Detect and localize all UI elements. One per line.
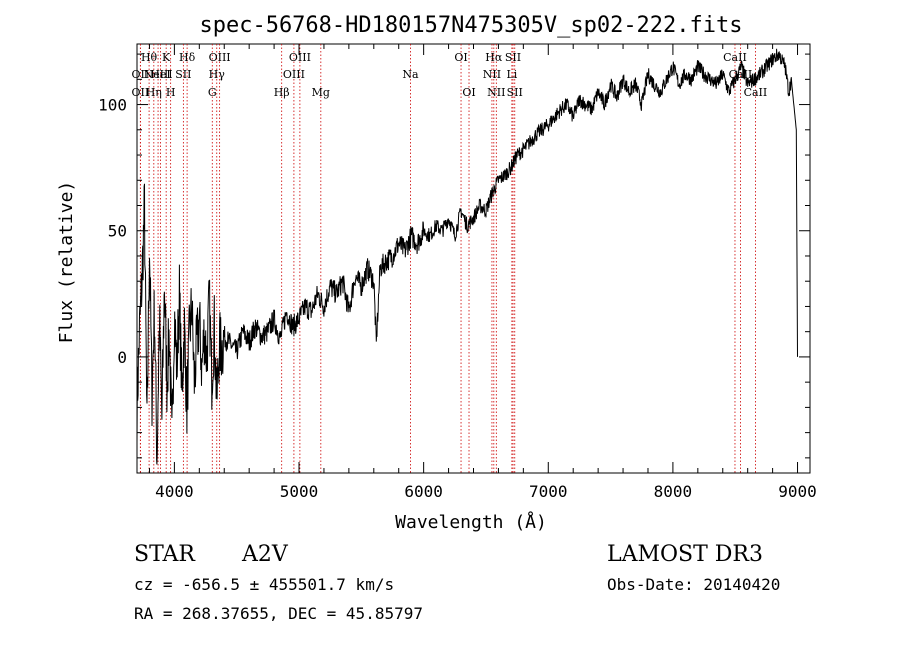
marker-label-5: HeI <box>150 68 170 81</box>
marker-label-8: SII <box>175 68 191 81</box>
marker-label-7: H <box>166 86 176 99</box>
marker-label-15: OIII <box>289 51 311 64</box>
flux-series <box>136 48 798 465</box>
flux-line <box>136 48 798 465</box>
x-tick-label-6000: 6000 <box>404 482 443 501</box>
subclass: A2V <box>241 542 289 567</box>
x-tick-label-9000: 9000 <box>778 482 817 501</box>
marker-label-10: G <box>208 86 217 99</box>
marker-label-3: OII <box>132 86 150 99</box>
marker-label-24: SII <box>505 51 521 64</box>
marker-label-2: OII <box>132 68 150 81</box>
x-tick-label-4000: 4000 <box>155 482 194 501</box>
marker-label-26: CaII <box>723 51 747 64</box>
x-tick-label-8000: 8000 <box>654 482 693 501</box>
marker-label-4: NeIII <box>143 68 172 81</box>
marker-label-6: K <box>162 51 171 64</box>
obs-date: Obs-Date: 20140420 <box>607 575 780 594</box>
marker-label-17: Na <box>402 68 419 81</box>
plot-frame <box>136 43 811 474</box>
marker-label-22: NII <box>487 86 505 99</box>
velocity-readout: cz = -656.5 ± 455501.7 km/s <box>134 575 394 594</box>
marker-label-0: Hθ <box>141 51 158 64</box>
marker-label-25: SII <box>507 86 523 99</box>
y-tick-label-100: 100 <box>98 96 127 115</box>
survey-name: LAMOST DR3 <box>607 542 763 567</box>
marker-label-11: Hγ <box>209 68 226 81</box>
x-tick-label-5000: 5000 <box>280 482 319 501</box>
y-tick-label-0: 0 <box>117 348 127 367</box>
marker-label-9: Hδ <box>179 51 196 64</box>
axis-tick-labels: 4000 5000 6000 7000 8000 9000 0 50 100 <box>98 96 817 501</box>
marker-label-21: Hα <box>485 51 503 64</box>
chart-title: spec-56768-HD180157N475305V_sp02-222.fit… <box>199 13 742 38</box>
marker-label-13: Hβ <box>274 86 290 99</box>
marker-label-20: NII <box>483 68 501 81</box>
marker-label-14: OIII <box>283 68 305 81</box>
object-type: STAR <box>134 542 196 567</box>
emission-line-markers <box>139 44 756 473</box>
marker-label-12: OIII <box>209 51 231 64</box>
marker-label-19: OI <box>462 86 475 99</box>
marker-label-1: Hη <box>146 86 162 99</box>
x-tick-label-7000: 7000 <box>529 482 568 501</box>
axis-ticks <box>137 44 810 473</box>
y-axis-label: Flux (relative) <box>56 181 77 344</box>
marker-label-16: Mg <box>312 86 330 99</box>
marker-label-28: CaII <box>744 86 768 99</box>
marker-label-23: Li <box>506 68 517 81</box>
x-axis-label: Wavelength (Å) <box>395 511 547 533</box>
marker-label-18: OI <box>454 51 467 64</box>
y-tick-label-50: 50 <box>108 222 127 241</box>
coordinates: RA = 268.37655, DEC = 45.85797 <box>134 604 423 623</box>
